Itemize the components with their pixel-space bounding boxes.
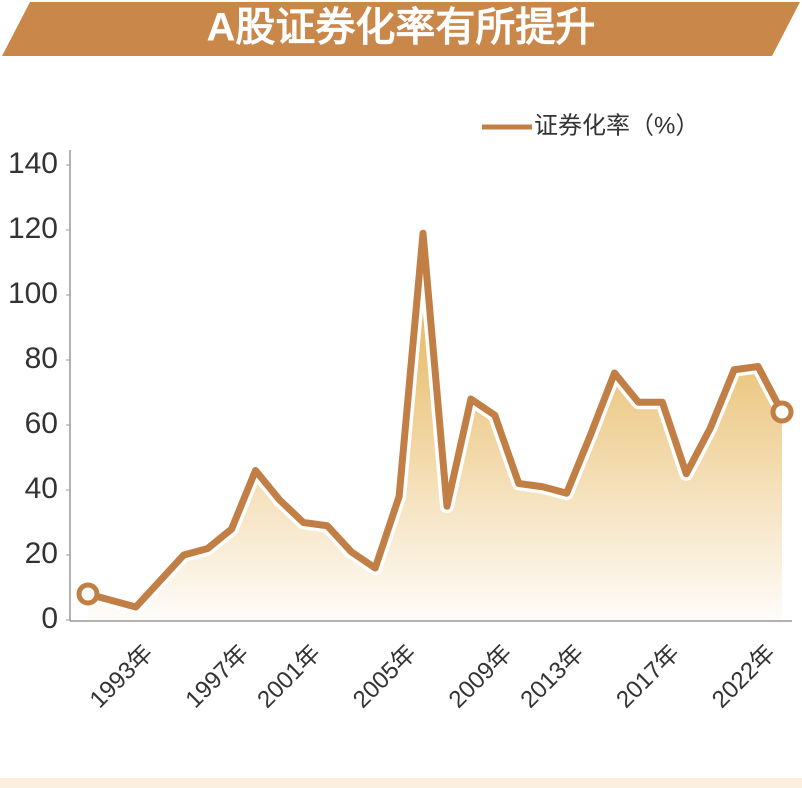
y-tick-label: 140 [8, 147, 58, 180]
x-tick-label: 2009年 [444, 640, 518, 714]
y-tick-label: 40 [25, 472, 58, 505]
title-banner [2, 2, 800, 56]
x-tick-label: 1997年 [180, 640, 254, 714]
end-marker [770, 400, 794, 424]
y-tick-label: 100 [8, 277, 58, 310]
bottom-strip [0, 778, 802, 788]
x-tick-label: 1993年 [85, 640, 159, 714]
y-tick-label: 120 [8, 212, 58, 245]
y-tick-label: 0 [41, 602, 58, 635]
y-tick-label: 20 [25, 537, 58, 570]
x-tick-label: 2005年 [348, 640, 422, 714]
x-tick-label: 2022年 [707, 640, 781, 714]
legend-label: 证券化率（%） [534, 112, 699, 139]
y-tick-label: 60 [25, 407, 58, 440]
x-tick-label: 2001年 [252, 640, 326, 714]
x-tick-label: 2017年 [611, 640, 685, 714]
y-tick-label: 80 [25, 342, 58, 375]
end-marker [76, 582, 100, 606]
x-tick-label: 2013年 [515, 640, 589, 714]
line [87, 229, 786, 611]
chart-title: A股证券化率有所提升 [207, 6, 596, 50]
